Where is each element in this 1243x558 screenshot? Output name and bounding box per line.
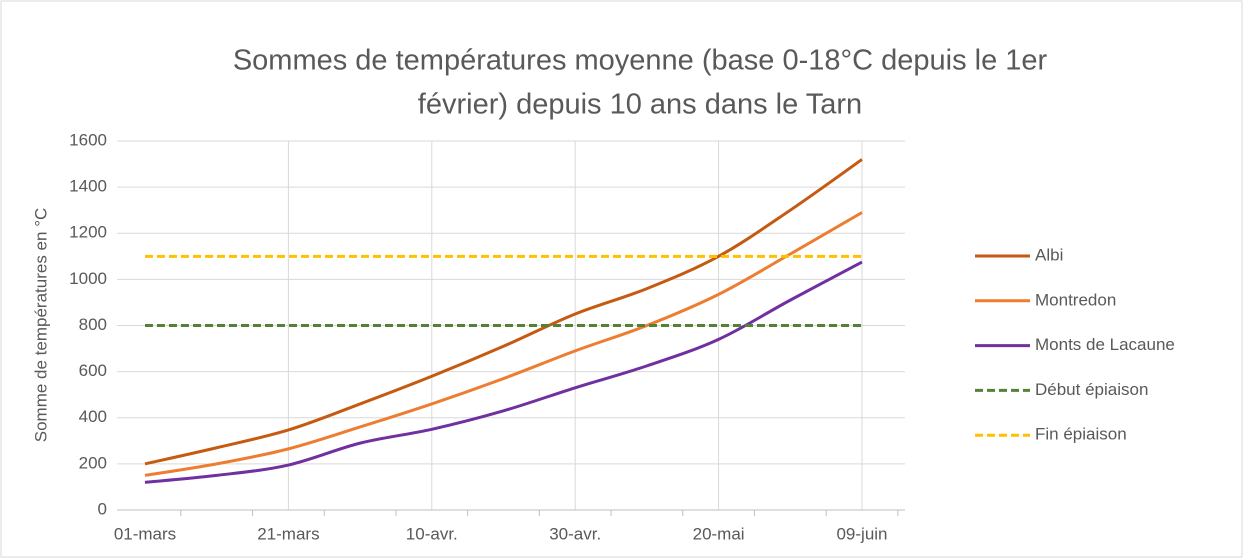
x-tick-label: 30-avr.	[549, 524, 601, 543]
x-tick-label: 09-juin	[836, 524, 887, 543]
series-line	[144, 260, 863, 484]
legend-label: Montredon	[1035, 290, 1116, 309]
chart-title: Sommes de températures moyenne (base 0-1…	[233, 45, 1048, 77]
legend-label: Fin épiaison	[1035, 425, 1127, 444]
y-tick-label: 1200	[69, 223, 107, 242]
legend-label: Albi	[1035, 245, 1063, 264]
series-line	[144, 158, 863, 466]
chart-title: février) depuis 10 ans dans le Tarn	[418, 89, 862, 121]
y-tick-label: 400	[79, 407, 107, 426]
legend-label: Début épiaison	[1035, 380, 1148, 399]
y-tick-label: 1600	[69, 130, 107, 149]
y-tick-label: 200	[79, 453, 107, 472]
x-tick-label: 10-avr.	[406, 524, 458, 543]
y-tick-label: 1400	[69, 177, 107, 196]
y-tick-label: 600	[79, 361, 107, 380]
legend-label: Monts de Lacaune	[1035, 335, 1175, 354]
y-tick-label: 800	[79, 315, 107, 334]
x-tick-label: 20-mai	[693, 524, 745, 543]
x-tick-label: 21-mars	[257, 524, 319, 543]
y-tick-label: 0	[98, 499, 107, 518]
x-tick-label: 01-mars	[114, 524, 176, 543]
y-axis-label: Somme de températures en °C	[31, 208, 50, 443]
series-line	[144, 211, 863, 477]
y-tick-label: 1000	[69, 269, 107, 288]
